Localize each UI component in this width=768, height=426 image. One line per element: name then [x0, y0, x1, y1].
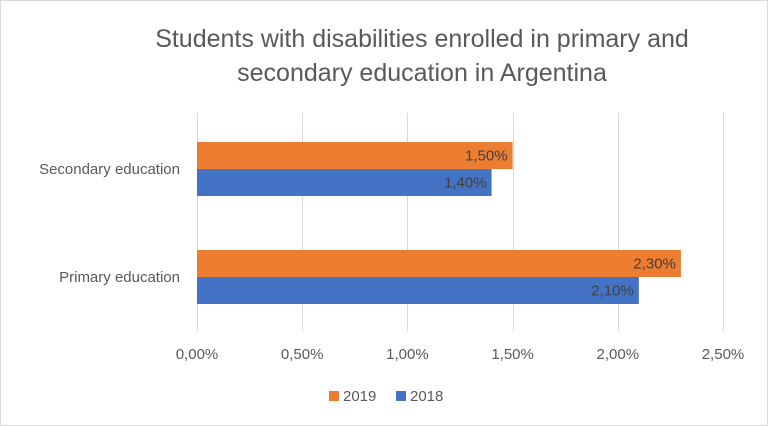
- category-label: Secondary education: [39, 161, 180, 178]
- chart-title-line-1: Students with disabilities enrolled in p…: [155, 25, 689, 53]
- legend-label-2019: 2019: [343, 388, 376, 405]
- bar-2018-secondary-education: [197, 169, 492, 196]
- chart-title-line-2: secondary education in Argentina: [237, 59, 607, 87]
- legend: 2019 2018: [329, 388, 443, 405]
- x-tick-label: 1,00%: [386, 346, 429, 363]
- x-tick-label: 2,00%: [597, 346, 640, 363]
- x-tick-label: 1,50%: [491, 346, 534, 363]
- data-label: 1,40%: [444, 175, 487, 192]
- data-labels: 1,50% 1,40% 2,30% 2,10%: [444, 148, 676, 300]
- category-label: Primary education: [59, 269, 180, 286]
- x-tick-label: 2,50%: [702, 346, 745, 363]
- x-tick-label: 0,50%: [281, 346, 324, 363]
- data-label: 2,30%: [633, 256, 676, 273]
- chart-title: Students with disabilities enrolled in p…: [155, 25, 689, 87]
- data-label: 2,10%: [591, 283, 634, 300]
- legend-swatch-2019: [329, 391, 339, 401]
- bar-2019-secondary-education: [197, 142, 513, 169]
- category-labels: Secondary education Primary education: [39, 161, 180, 286]
- legend-label-2018: 2018: [410, 388, 443, 405]
- x-tick-label: 0,00%: [176, 346, 219, 363]
- data-label: 1,50%: [465, 148, 508, 165]
- legend-swatch-2018: [396, 391, 406, 401]
- x-tick-labels: 0,00% 0,50% 1,00% 1,50% 2,00% 2,50%: [176, 346, 745, 363]
- bar-2018-primary-education: [197, 277, 639, 304]
- bar-2019-primary-education: [197, 250, 681, 277]
- bars: [197, 142, 681, 304]
